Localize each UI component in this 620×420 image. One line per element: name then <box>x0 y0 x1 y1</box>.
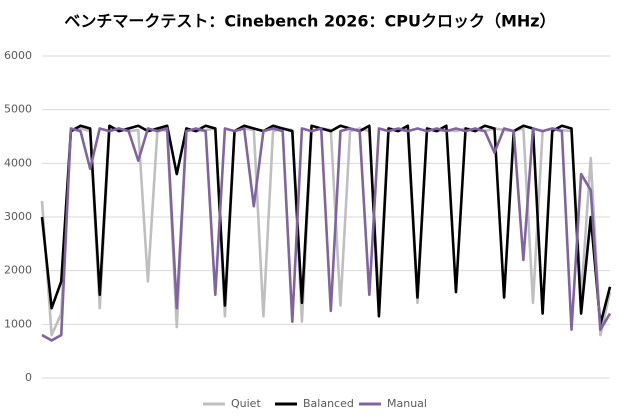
y-tick-label: 6000 <box>4 49 32 62</box>
chart-title: ベンチマークテスト：Cinebench 2026：CPUクロック（MHz） <box>64 12 555 31</box>
y-tick-label: 4000 <box>4 156 32 169</box>
y-tick-label: 0 <box>25 371 32 384</box>
y-tick-label: 3000 <box>4 210 32 223</box>
line-series <box>40 124 612 326</box>
legend-label: Manual <box>387 397 427 410</box>
legend-label: Quiet <box>231 397 261 410</box>
y-tick-label: 5000 <box>4 103 32 116</box>
legend-label: Balanced <box>303 397 354 410</box>
y-tick-label: 1000 <box>4 317 32 330</box>
line-series <box>41 127 612 342</box>
y-tick-label: 2000 <box>4 264 32 277</box>
